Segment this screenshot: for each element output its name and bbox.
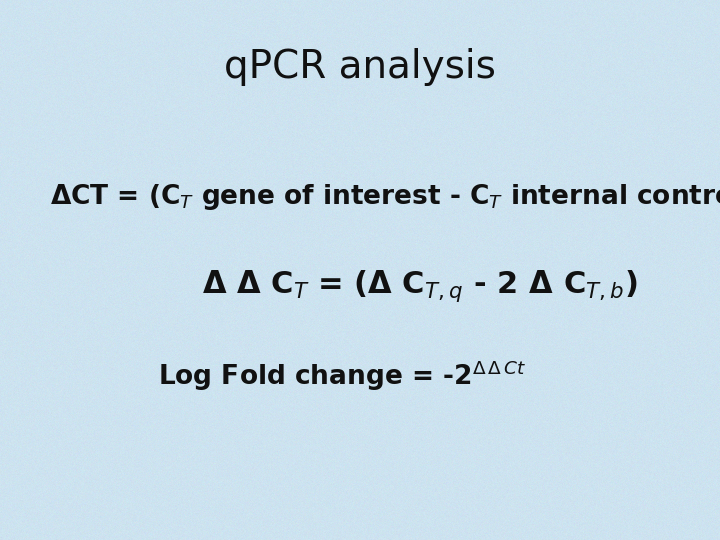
Text: Δ Δ C$_T$ = (Δ C$_{T,q}$ - 2 Δ C$_{T,b}$): Δ Δ C$_T$ = (Δ C$_{T,q}$ - 2 Δ C$_{T,b}$… (202, 268, 637, 304)
Text: ΔCT = (C$_T$ gene of interest - C$_T$ internal control): ΔCT = (C$_T$ gene of interest - C$_T$ in… (50, 182, 720, 212)
Text: qPCR analysis: qPCR analysis (224, 49, 496, 86)
Text: Log Fold change = -2$^{\Delta\, \Delta\, Ct}$: Log Fold change = -2$^{\Delta\, \Delta\,… (158, 358, 526, 393)
